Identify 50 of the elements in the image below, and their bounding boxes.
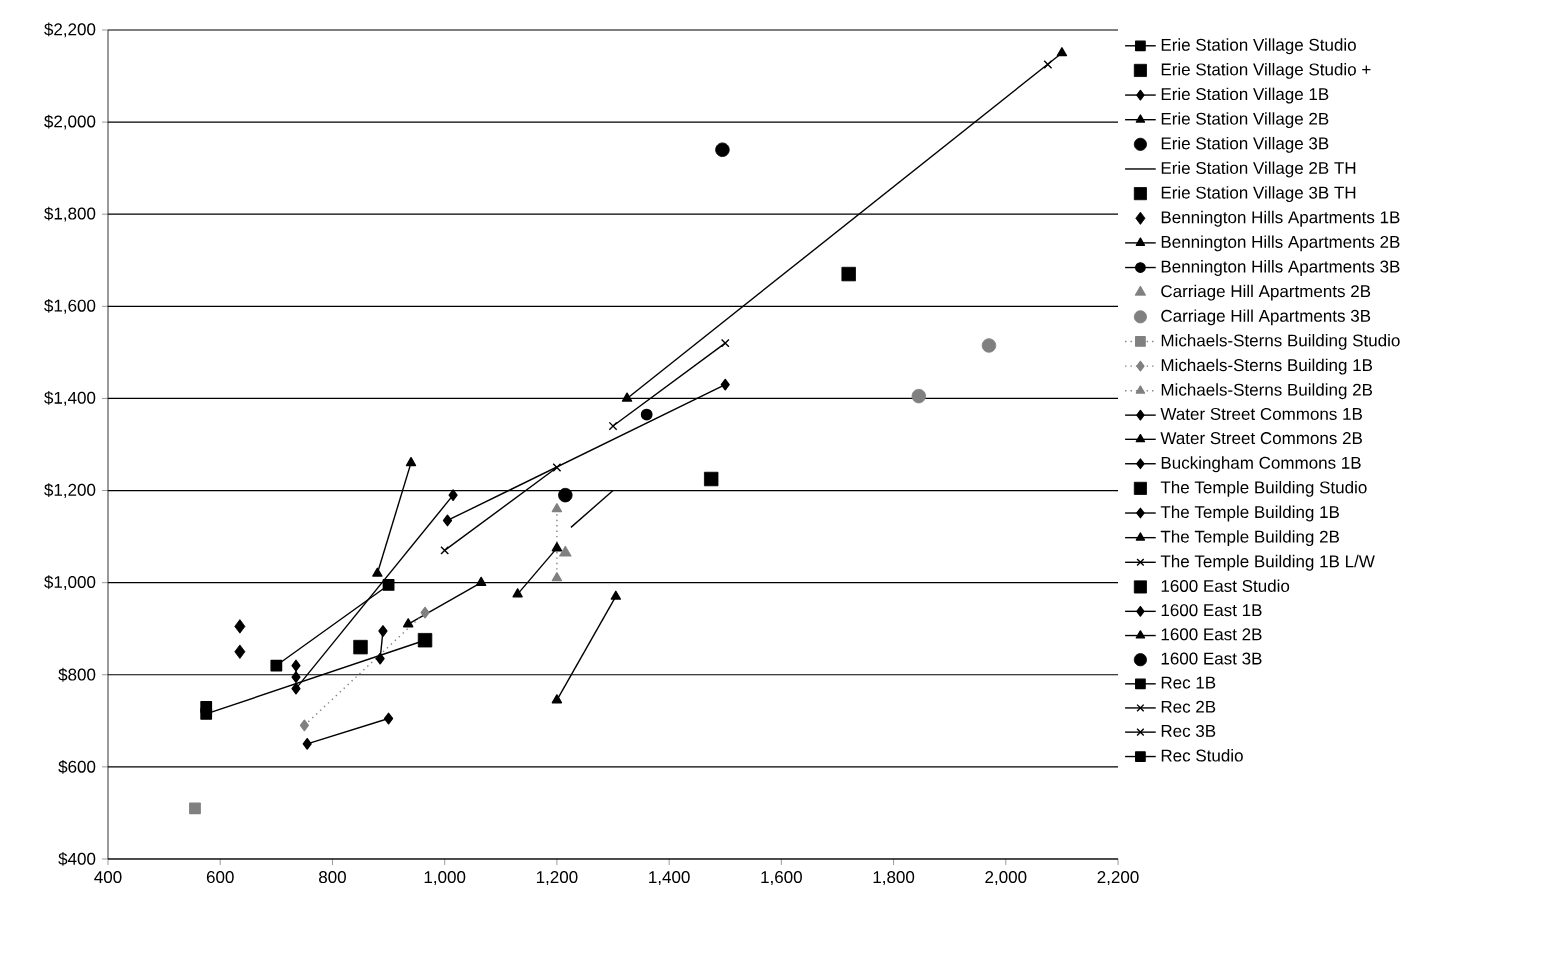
legend-label: Bennington Hills Apartments 1B	[1161, 210, 1400, 227]
y-tick-label: $400	[58, 852, 96, 866]
legend-label: The Temple Building 2B	[1160, 530, 1339, 547]
y-tick-label: $1,800	[44, 206, 96, 222]
y-tick-label: $1,000	[44, 575, 96, 591]
legend-label: Carriage Hill Apartments 3B	[1161, 309, 1371, 326]
legend-label: The Temple Building 1B	[1160, 505, 1339, 522]
legend-label: Water Street Commons 2B	[1160, 432, 1362, 445]
legend-label: Erie Station Village 3B TH	[1161, 186, 1356, 203]
x-tick-label: 1,200	[536, 871, 578, 886]
legend-label: Buckingham Commons 1B	[1161, 456, 1361, 473]
x-tick-label: 1,800	[873, 871, 915, 886]
legend-label: Michaels-Sterns Building 1B	[1161, 358, 1373, 375]
y-tick-label: $2,000	[44, 114, 96, 130]
legend-label: 1600 East 1B	[1161, 604, 1262, 617]
legend-label: Bennington Hills Apartments 2B	[1161, 235, 1400, 252]
legend-label: 1600 East 3B	[1161, 652, 1262, 665]
y-tick-label: $600	[58, 759, 96, 774]
y-tick-label: $2,200	[44, 22, 96, 38]
legend-label: Rec Studio	[1161, 749, 1243, 762]
legend-label: 1600 East Studio	[1161, 579, 1290, 592]
x-tick-label: 600	[206, 871, 234, 884]
y-tick-label: $1,600	[44, 298, 96, 314]
legend-label: The Temple Building Studio	[1160, 480, 1367, 497]
y-tick-label: $1,400	[44, 391, 96, 406]
legend-label: Erie Station Village Studio +	[1161, 63, 1371, 79]
y-tick-label: $1,200	[44, 483, 96, 498]
legend-label: The Temple Building 1B L/W	[1160, 554, 1375, 571]
x-tick-label: 400	[94, 871, 122, 884]
legend-label: Michaels-Sterns Building Studio	[1161, 334, 1400, 350]
legend-label: Water Street Commons 1B	[1160, 407, 1362, 420]
legend-label: Rec 3B	[1161, 724, 1216, 737]
x-tick-label: 1,000	[424, 871, 466, 886]
legend-label: 1600 East 2B	[1161, 628, 1262, 641]
legend-label: Rec 1B	[1161, 676, 1216, 689]
legend-label: Erie Station Village 1B	[1161, 87, 1329, 104]
x-tick-label: 2,200	[1097, 871, 1139, 886]
x-tick-label: 800	[319, 871, 346, 884]
legend-label: Erie Station Village 3B	[1161, 136, 1329, 153]
legend-label: Erie Station Village 2B TH	[1161, 161, 1356, 178]
legend-label: Carriage Hill Apartments 2B	[1161, 284, 1371, 301]
legend-label: Michaels-Sterns Building 2B	[1161, 383, 1373, 400]
x-tick-label: 2,000	[985, 871, 1027, 886]
legend-label: Erie Station Village 2B	[1161, 112, 1329, 129]
x-tick-label: 1,600	[761, 871, 802, 886]
y-tick-label: $800	[58, 667, 96, 682]
legend-label: Rec 2B	[1161, 700, 1216, 713]
legend-label: Erie Station Village Studio	[1161, 38, 1356, 55]
x-tick-label: 1,400	[649, 871, 690, 886]
legend-label: Bennington Hills Apartments 3B	[1161, 260, 1400, 276]
